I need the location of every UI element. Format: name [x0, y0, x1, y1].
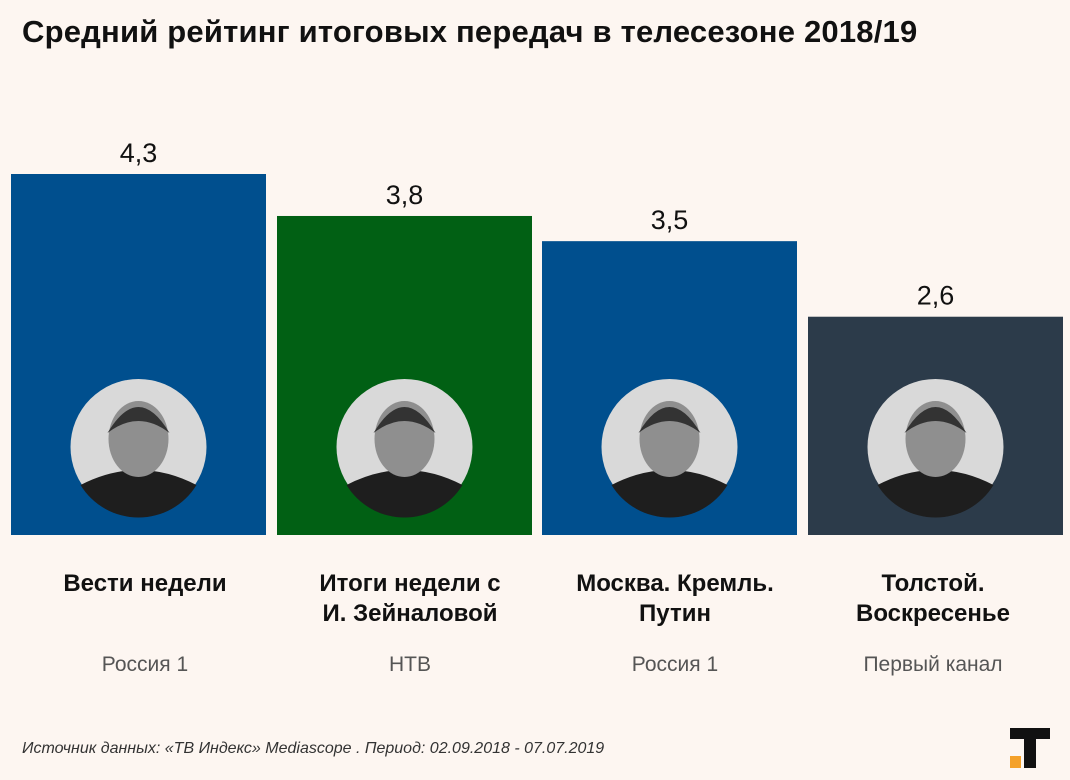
channel-label-4: Первый канал	[863, 653, 1003, 676]
channel-label-1: Россия 1	[101, 653, 189, 676]
bar-chart: 4,3 3,8 3,5 2,6	[11, 138, 1063, 536]
value-label-2: 3,8	[386, 180, 424, 210]
presenter-avatar-icon	[336, 379, 473, 518]
presenter-avatar-icon	[867, 379, 1004, 518]
show-name-1: Вести недели	[63, 570, 227, 597]
channel-label-2: НТВ	[389, 653, 431, 676]
source-note: Источник данных: «ТВ Индекс» Mediascope …	[22, 740, 605, 757]
value-label-1: 4,3	[120, 138, 158, 168]
show-name-3: Москва. Кремль. Путин	[576, 570, 774, 627]
chart-title: Средний рейтинг итоговых передач в телес…	[22, 14, 918, 49]
brand-logo-icon	[1010, 728, 1050, 768]
presenter-avatar-icon	[601, 379, 738, 518]
value-label-4: 2,6	[917, 281, 955, 311]
show-name-4: Толстой. Воскресенье	[855, 570, 1011, 627]
channel-label-3: Россия 1	[631, 653, 719, 676]
show-name-2: Итоги недели с И. Зейналовой	[319, 570, 501, 627]
value-label-3: 3,5	[651, 205, 689, 235]
presenter-avatar-icon	[70, 379, 207, 518]
